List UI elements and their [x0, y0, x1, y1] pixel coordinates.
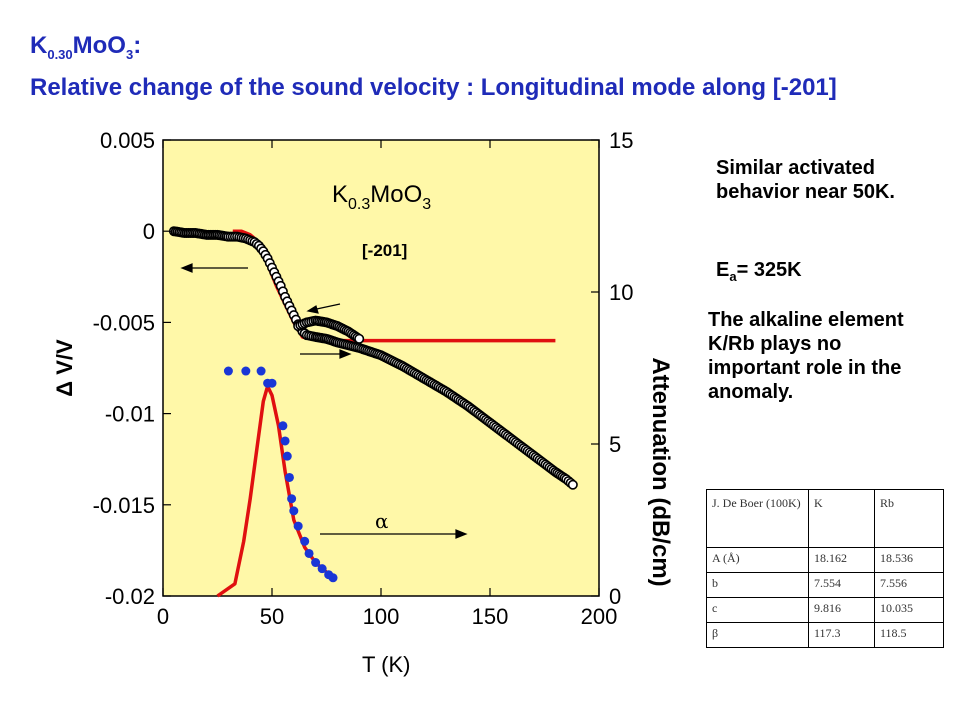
y-tick-label-left: -0.005: [93, 310, 155, 335]
table-row: c 9.816 10.035: [706, 597, 944, 623]
x-tick-label: 100: [363, 604, 400, 629]
formula-title: K0.30MoO3:: [30, 32, 142, 62]
note-alkaline-element: The alkaline element K/Rb plays no impor…: [708, 309, 904, 403]
compound-annotation: K0.3MoO3: [332, 181, 431, 213]
attenuation-point: [317, 564, 327, 574]
table-cell: 118.5: [874, 622, 944, 648]
y-axis-title-right: Attenuation (dB/cm): [647, 357, 674, 586]
attenuation-point: [311, 558, 321, 568]
table-cell: c: [706, 597, 809, 623]
attenuation-point: [287, 494, 297, 504]
y-tick-label-right: 15: [609, 128, 633, 153]
y-tick-label-right: 0: [609, 584, 621, 609]
table-header-cell: K: [808, 489, 875, 548]
table-header-cell: Rb: [874, 489, 944, 548]
y-tick-label-left: 0: [143, 219, 155, 244]
x-axis-title: T (K): [362, 652, 410, 677]
attenuation-point: [278, 421, 288, 431]
table-row: β 117.3 118.5: [706, 622, 944, 648]
table-row: b 7.554 7.556: [706, 572, 944, 598]
attenuation-point: [241, 366, 251, 376]
table-cell: 9.816: [808, 597, 875, 623]
activation-energy: Ea= 325K: [716, 259, 802, 284]
note-activated-behavior: Similar activated behavior near 50K.: [716, 157, 895, 203]
attenuation-point: [256, 366, 266, 376]
table-cell: A (Å): [706, 547, 809, 573]
y-axis-title-left: Δ V/V: [52, 339, 77, 397]
attenuation-point: [328, 573, 338, 583]
y-tick-label-left: -0.01: [105, 402, 155, 427]
attenuation-point: [289, 506, 299, 516]
attenuation-point: [304, 548, 314, 558]
direction-annotation: [-201]: [362, 241, 407, 260]
arrowhead-cooling: [306, 305, 319, 314]
table-cell: 7.554: [808, 572, 875, 598]
x-tick-label: 200: [581, 604, 618, 629]
y-tick-label-right: 5: [609, 432, 621, 457]
x-tick-label: 150: [472, 604, 509, 629]
table-header-row: J. De Boer (100K) K Rb: [706, 489, 944, 548]
table-cell: 18.162: [808, 547, 875, 573]
table-cell: 7.556: [874, 572, 944, 598]
lattice-parameters-table: J. De Boer (100K) K Rb A (Å) 18.162 18.5…: [706, 489, 944, 648]
table-cell: 18.536: [874, 547, 944, 573]
sound-velocity-chart: 0 50 100 150 2000.0050-0.005-0.01-0.015-0.02…: [52, 128, 674, 677]
attenuation-point: [284, 472, 294, 482]
velocity-point: [567, 479, 578, 490]
plot-area: [162, 139, 600, 597]
attenuation-point: [267, 378, 277, 388]
alpha-annotation: α: [375, 509, 389, 533]
arrows: [180, 263, 468, 539]
y-tick-label-left: -0.015: [93, 493, 155, 518]
attenuation-point: [300, 536, 310, 546]
table-row: A (Å) 18.162 18.536: [706, 547, 944, 573]
x-tick-label: 50: [260, 604, 284, 629]
attenuation-point: [280, 436, 290, 446]
attenuation-point: [293, 521, 303, 531]
y-tick-label-left: 0.005: [100, 128, 155, 153]
arrowhead-left-axis: [180, 263, 193, 273]
arrowhead-right-axis: [455, 529, 468, 539]
y-tick-label-left: -0.02: [105, 584, 155, 609]
table-header-cell: J. De Boer (100K): [706, 489, 809, 548]
velocity-point: [354, 333, 365, 344]
attenuation-point: [282, 451, 292, 461]
table-cell: 117.3: [808, 622, 875, 648]
attenuation-point: [223, 366, 233, 376]
table-cell: β: [706, 622, 809, 648]
x-tick-label: 0: [157, 604, 169, 629]
table-cell: 10.035: [874, 597, 944, 623]
table-cell: b: [706, 572, 809, 598]
slide-subtitle: Relative change of the sound velocity : …: [30, 74, 837, 101]
arrowhead-warming: [339, 349, 352, 359]
y-tick-label-right: 10: [609, 280, 633, 305]
